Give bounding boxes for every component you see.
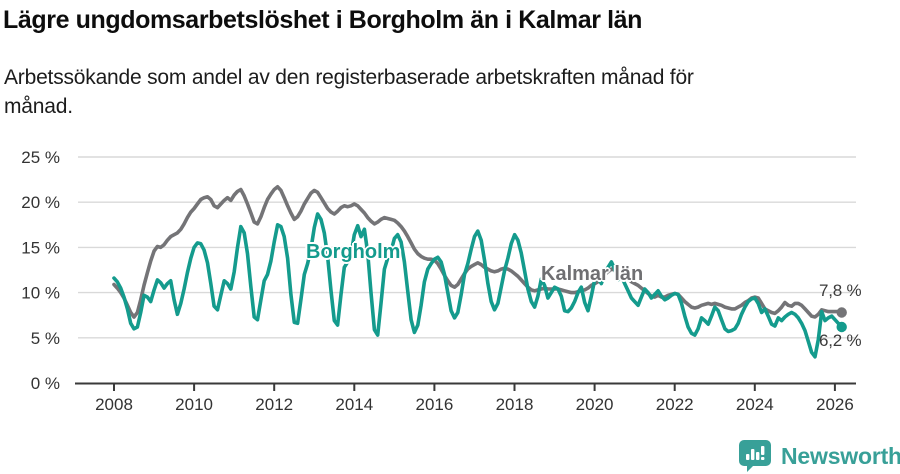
end-value-kalmar: 7,8 % — [819, 281, 862, 300]
x-tick-label: 2024 — [736, 395, 774, 414]
series-label-kalmar: Kalmar län — [541, 263, 644, 285]
x-tick-label: 2012 — [255, 395, 293, 414]
newsworthy-logo: Newsworthy — [739, 440, 900, 472]
y-tick-label: 10 % — [21, 284, 60, 303]
y-tick-label: 0 % — [31, 374, 60, 393]
series-line-kalmar-lan — [112, 185, 844, 319]
x-tick-label: 2020 — [576, 395, 614, 414]
x-tick-label: 2014 — [335, 395, 373, 414]
y-tick-label: 15 % — [21, 238, 60, 257]
y-tick-label: 25 % — [21, 148, 60, 167]
newsworthy-wordmark: Newsworthy — [781, 442, 900, 469]
bar-chart-bubble-icon — [739, 440, 771, 472]
x-tick-label: 2008 — [95, 395, 133, 414]
end-value-borgholm: 6,2 % — [819, 331, 862, 350]
x-tick-label: 2010 — [175, 395, 213, 414]
y-tick-label: 5 % — [31, 329, 60, 348]
x-tick-label: 2016 — [415, 395, 453, 414]
y-tick-label: 20 % — [21, 193, 60, 212]
x-tick-label: 2022 — [656, 395, 694, 414]
series-label-borgholm: Borgholm — [306, 241, 401, 263]
chart-subtitle-line-1: Arbetssökande som andel av den registerb… — [4, 66, 694, 89]
series-line-borgholm — [112, 212, 844, 359]
end-dot-kalmar-lan — [836, 307, 847, 318]
end-dot-borgholm — [836, 321, 847, 333]
chart-subtitle: Arbetssökande som andel av den registerb… — [4, 63, 864, 121]
x-tick-label: 2026 — [816, 395, 854, 414]
chart-title: Lägre ungdomsarbetslöshet i Borgholm än … — [3, 6, 643, 34]
chart-subtitle-line-2: månad. — [4, 95, 73, 118]
x-tick-label: 2018 — [496, 395, 534, 414]
